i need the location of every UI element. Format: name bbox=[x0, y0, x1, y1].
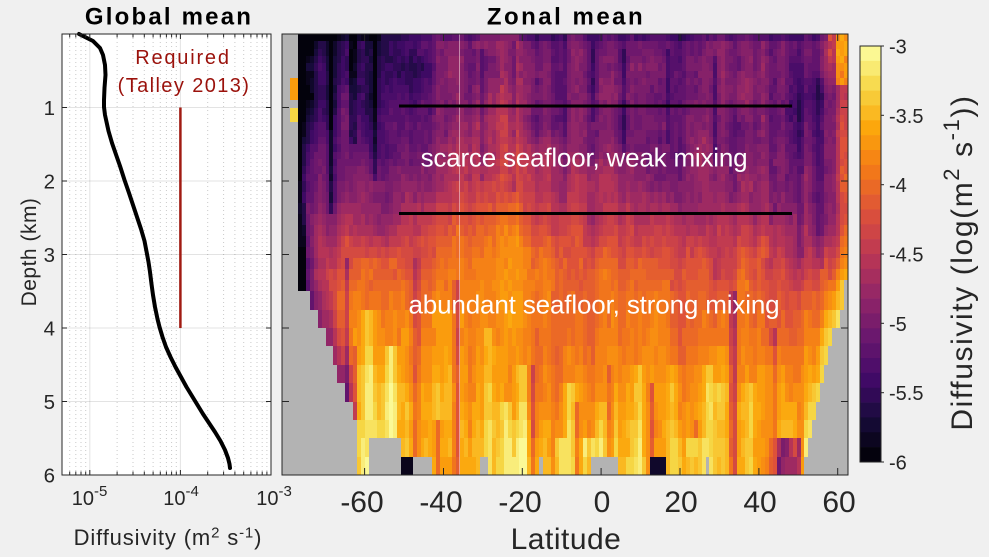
svg-text:Latitude: Latitude bbox=[511, 523, 622, 556]
svg-text:-3: -3 bbox=[889, 37, 907, 59]
svg-text:-4.5: -4.5 bbox=[889, 245, 923, 267]
svg-text:4: 4 bbox=[44, 318, 55, 341]
svg-text:-40: -40 bbox=[419, 486, 462, 519]
svg-text:Diffusivity (m2 s-1): Diffusivity (m2 s-1) bbox=[74, 525, 263, 551]
svg-text:-6: -6 bbox=[889, 453, 907, 475]
svg-text:Zonal mean: Zonal mean bbox=[487, 4, 645, 31]
svg-text:5: 5 bbox=[44, 391, 55, 414]
svg-text:-3.5: -3.5 bbox=[889, 106, 923, 128]
svg-text:-5.5: -5.5 bbox=[889, 383, 923, 405]
svg-text:Required: Required bbox=[135, 47, 231, 69]
svg-text:-20: -20 bbox=[498, 486, 541, 519]
svg-text:scarce seafloor, weak mixing: scarce seafloor, weak mixing bbox=[421, 143, 748, 173]
svg-text:20: 20 bbox=[664, 486, 697, 519]
svg-text:2: 2 bbox=[44, 171, 55, 194]
svg-text:Depth (km): Depth (km) bbox=[18, 198, 41, 307]
svg-text:-60: -60 bbox=[340, 486, 383, 519]
svg-text:Diffusivity (log(m2 s-1)): Diffusivity (log(m2 s-1)) bbox=[939, 94, 979, 430]
svg-text:40: 40 bbox=[743, 486, 776, 519]
svg-text:1: 1 bbox=[44, 97, 55, 120]
svg-text:6: 6 bbox=[44, 465, 55, 488]
svg-text:-5: -5 bbox=[889, 314, 907, 336]
svg-text:0: 0 bbox=[594, 486, 611, 519]
svg-text:60: 60 bbox=[822, 486, 855, 519]
svg-text:(Talley 2013): (Talley 2013) bbox=[118, 75, 251, 97]
svg-text:-4: -4 bbox=[889, 175, 907, 197]
svg-text:abundant seafloor, strong mixi: abundant seafloor, strong mixing bbox=[409, 290, 780, 320]
svg-text:10-4: 10-4 bbox=[163, 483, 199, 510]
svg-text:Global mean: Global mean bbox=[85, 4, 253, 31]
svg-text:3: 3 bbox=[44, 244, 55, 267]
